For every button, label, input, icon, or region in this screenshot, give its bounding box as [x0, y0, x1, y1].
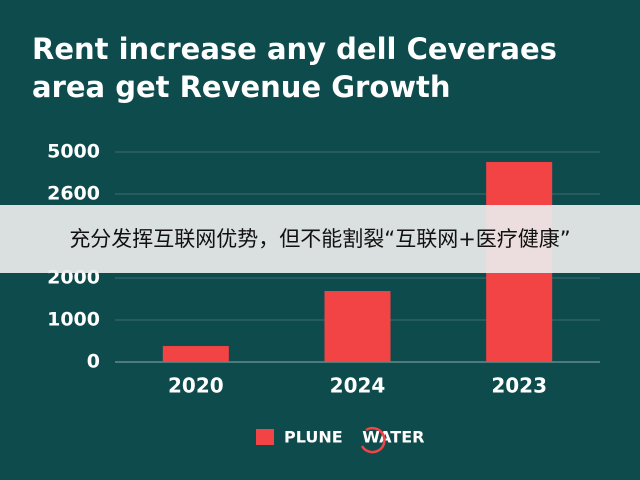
bar — [324, 291, 391, 362]
chart-title: Rent increase any dell Ceveraes area get… — [32, 32, 557, 104]
bar — [162, 346, 229, 362]
legend-label: PLUNE WATER — [284, 428, 424, 447]
x-tick-label: 2020 — [168, 374, 224, 398]
x-tick-label: 2024 — [330, 374, 386, 398]
y-tick-label: 0 — [87, 351, 100, 373]
y-tick-label: 2600 — [47, 183, 100, 205]
legend-logo — [360, 426, 386, 454]
overlay-text: 充分发挥互联网优势，但不能割裂“互联网+医疗健康” — [69, 227, 570, 251]
x-tick-label: 2023 — [491, 374, 547, 398]
legend-swatch — [256, 429, 274, 445]
y-tick-label: 5000 — [47, 141, 100, 163]
y-tick-label: 1000 — [47, 309, 100, 331]
overlay-banner — [0, 205, 640, 273]
